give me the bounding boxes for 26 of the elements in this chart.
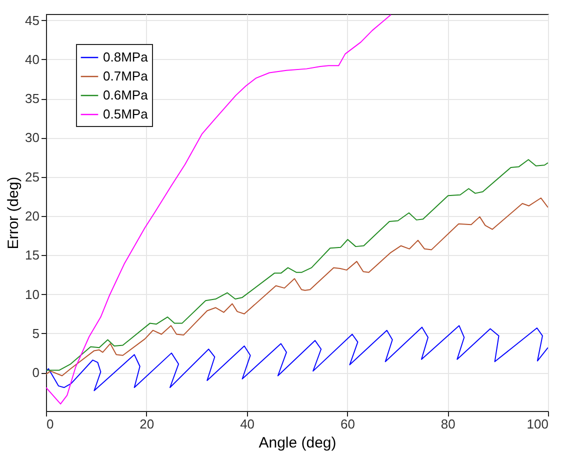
y-tick-label: 30 [25, 130, 40, 146]
y-tick-label: 35 [25, 91, 40, 106]
y-axis-title: Error (deg) [5, 176, 22, 250]
x-axis-title: Angle (deg) [258, 434, 336, 452]
y-tick-label: 25 [25, 169, 40, 184]
y-tick-label: 0 [32, 365, 40, 380]
y-tick-label: 20 [25, 208, 40, 224]
x-tick-label: 0 [46, 416, 54, 432]
y-tick-label: 10 [25, 286, 40, 302]
legend-label: 0.6MPa [103, 88, 149, 102]
line-series [46, 198, 548, 376]
x-tick-label: 40 [240, 416, 255, 432]
y-tick-label: 5 [32, 326, 40, 341]
legend-label: 0.5MPa [103, 106, 149, 122]
x-tick-label: 100 [526, 416, 548, 432]
y-tick-label: 15 [25, 248, 40, 263]
line-series [46, 159, 548, 371]
line-series [46, 325, 548, 392]
line-series [46, 14, 392, 404]
legend-label: 0.7MPa [103, 68, 149, 84]
y-tick-label: 40 [25, 52, 40, 67]
y-tick-label: 45 [25, 12, 40, 28]
legend-label: 0.8MPa [103, 50, 149, 64]
x-tick-label: 80 [440, 416, 456, 432]
x-tick-label: 60 [340, 416, 355, 432]
x-tick-label: 20 [140, 416, 154, 432]
